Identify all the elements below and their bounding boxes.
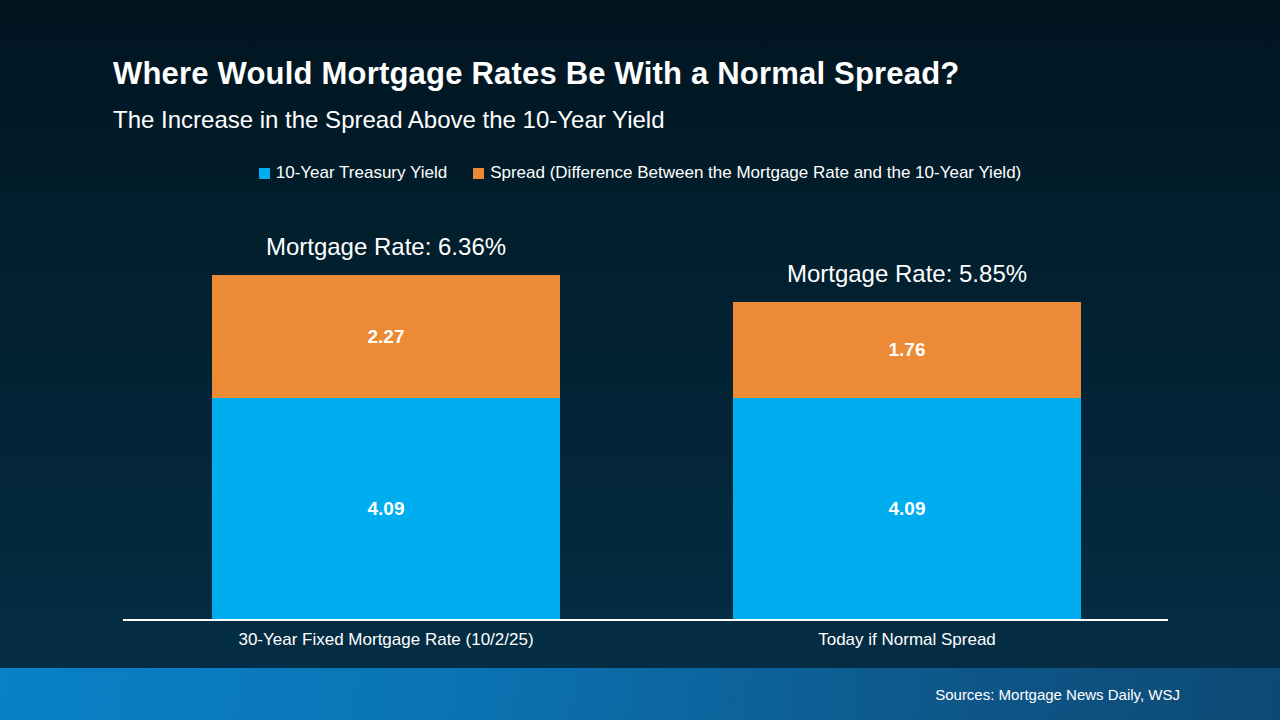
treasury-swatch-icon — [259, 168, 270, 179]
bar-stack-current: 2.27 4.09 — [212, 275, 560, 620]
total-label-normal-spread: Mortgage Rate: 5.85% — [787, 260, 1027, 288]
chart-subtitle: The Increase in the Spread Above the 10-… — [113, 106, 665, 134]
total-label-current: Mortgage Rate: 6.36% — [266, 233, 506, 261]
value-label-spread-normal: 1.76 — [889, 339, 926, 361]
bar-segment-spread-normal: 1.76 — [733, 302, 1081, 398]
bar-segment-treasury-current: 4.09 — [212, 398, 560, 620]
category-label-current: 30-Year Fixed Mortgage Rate (10/2/25) — [238, 630, 533, 650]
x-axis-line — [123, 619, 1168, 621]
legend-label-spread: Spread (Difference Between the Mortgage … — [490, 163, 1021, 183]
footer-band: Sources: Mortgage News Daily, WSJ — [0, 668, 1280, 720]
bar-group-current: Mortgage Rate: 6.36% 2.27 4.09 — [212, 233, 560, 620]
bar-segment-treasury-normal: 4.09 — [733, 398, 1081, 620]
legend: 10-Year Treasury Yield Spread (Differenc… — [0, 163, 1280, 183]
legend-label-treasury: 10-Year Treasury Yield — [276, 163, 447, 183]
value-label-spread-current: 2.27 — [368, 326, 405, 348]
chart-title: Where Would Mortgage Rates Be With a Nor… — [113, 56, 959, 92]
sources-text: Sources: Mortgage News Daily, WSJ — [935, 686, 1180, 703]
value-label-treasury-normal: 4.09 — [889, 498, 926, 520]
value-label-treasury-current: 4.09 — [368, 498, 405, 520]
bar-group-normal-spread: Mortgage Rate: 5.85% 1.76 4.09 — [733, 260, 1081, 620]
legend-item-treasury: 10-Year Treasury Yield — [259, 163, 447, 183]
category-label-normal-spread: Today if Normal Spread — [818, 630, 996, 650]
bar-segment-spread-current: 2.27 — [212, 275, 560, 398]
legend-item-spread: Spread (Difference Between the Mortgage … — [473, 163, 1021, 183]
slide-background: Where Would Mortgage Rates Be With a Nor… — [0, 0, 1280, 720]
spread-swatch-icon — [473, 168, 484, 179]
bar-stack-normal-spread: 1.76 4.09 — [733, 302, 1081, 620]
